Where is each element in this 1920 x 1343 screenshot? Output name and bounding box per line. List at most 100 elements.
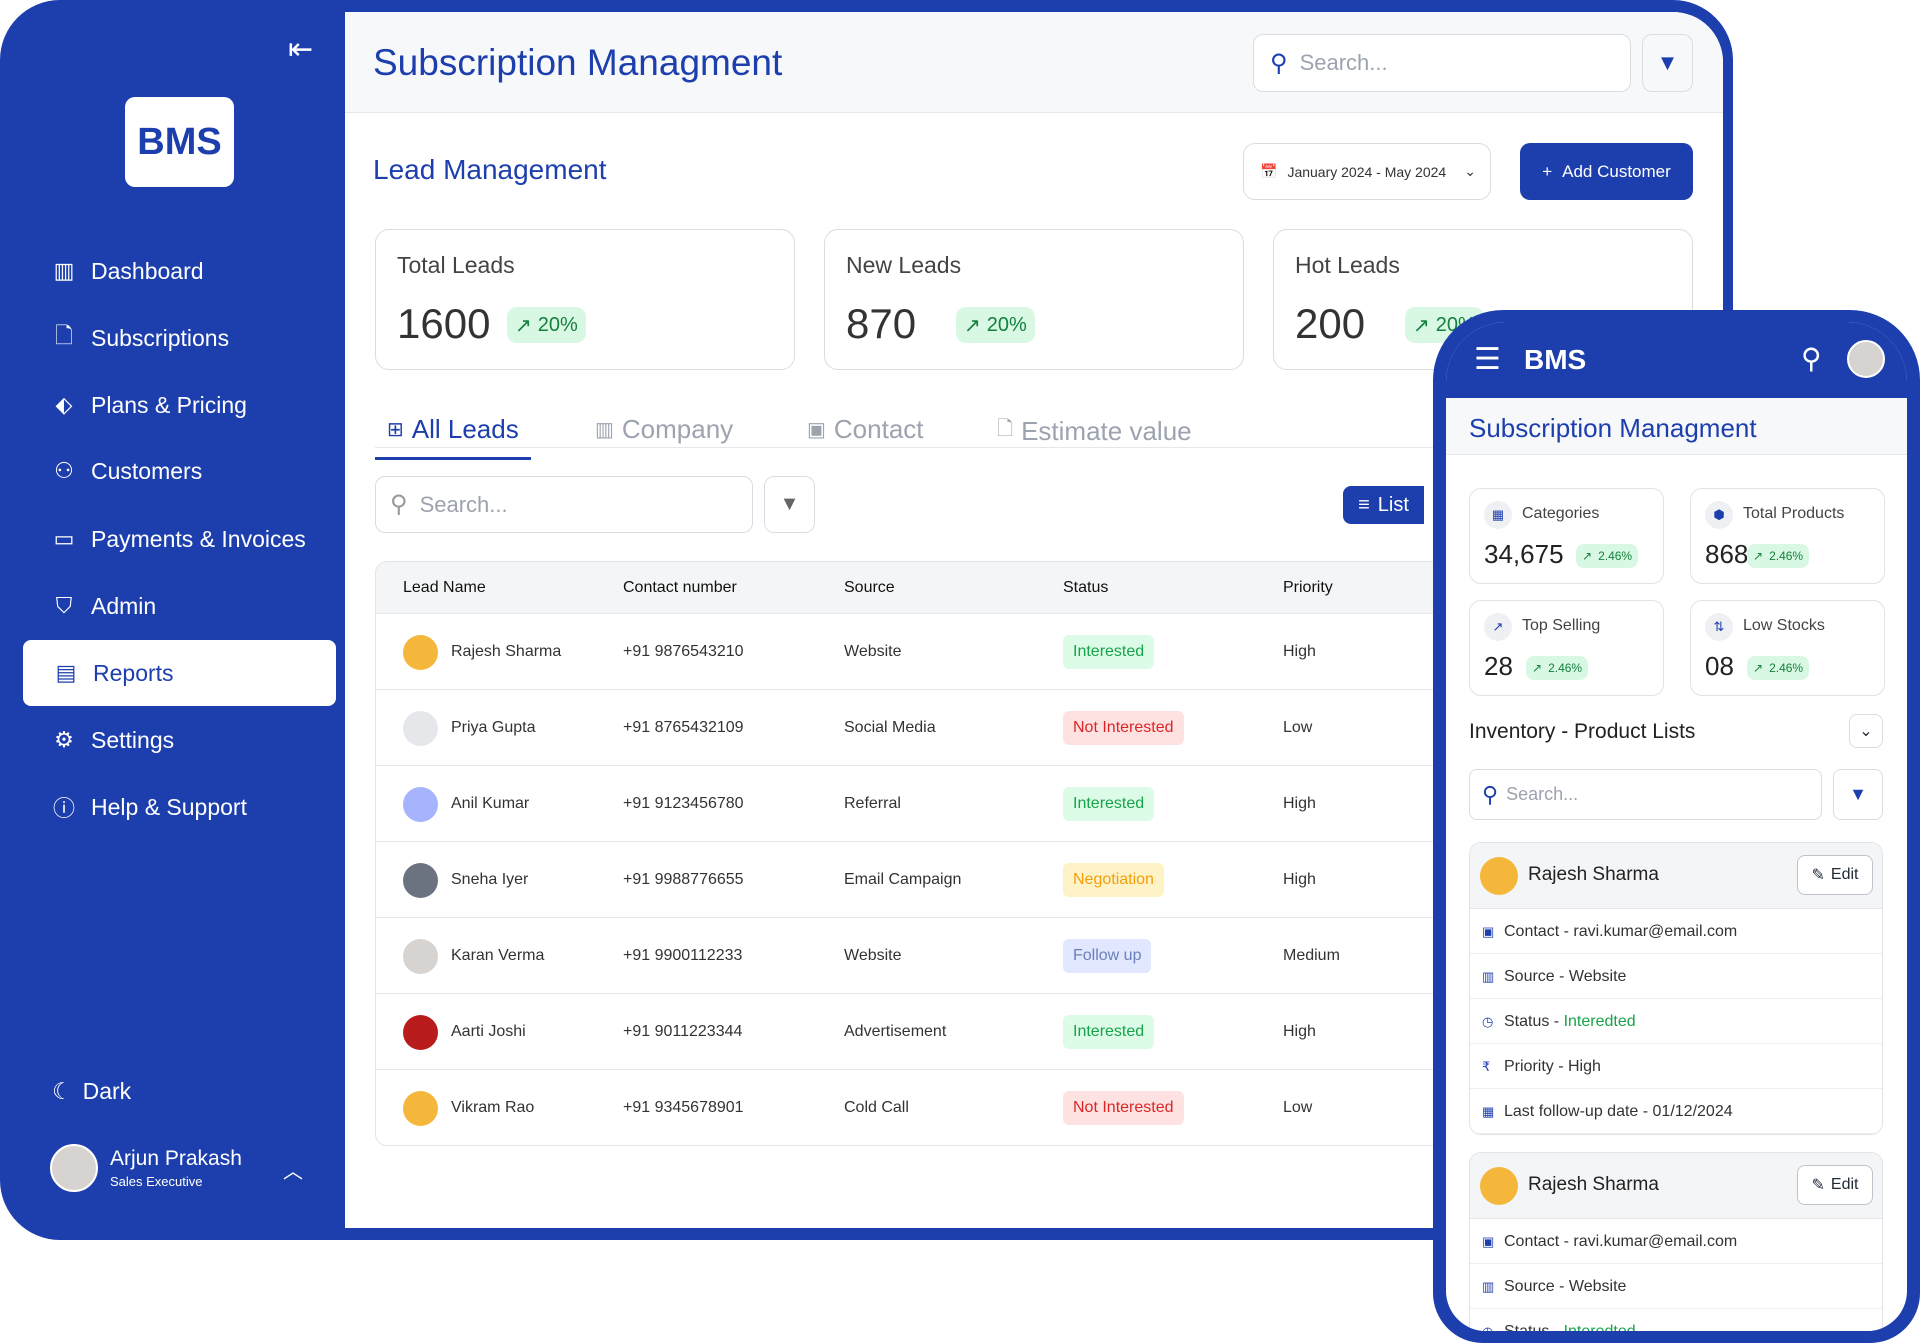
tab-all-leads[interactable]: ⊞ All Leads	[375, 414, 531, 460]
status-badge: Not Interested	[1063, 711, 1184, 745]
stat-label: New Leads	[846, 252, 962, 278]
avatar	[403, 787, 438, 822]
lead-card: Rajesh Sharma ✎ Edit ▣ Contact - ravi.kumar@…	[1469, 842, 1883, 1135]
table-row[interactable]: Anil Kumar +91 9123456780 Referral Interest…	[376, 765, 1476, 841]
mobile-filter-button[interactable]: ▼	[1833, 769, 1883, 820]
table-row[interactable]: Karan Verma +91 9900112233 Website Follow u…	[376, 917, 1476, 993]
table-row[interactable]: Vikram Rao +91 9345678901 Cold Call Not Int…	[376, 1069, 1476, 1145]
sidebar-item-dashboard[interactable]: ▥ Dashboard	[23, 238, 336, 304]
table-row[interactable]: Aarti Joshi +91 9011223344 Advertisement In…	[376, 993, 1476, 1069]
table-search-input[interactable]: ⚲ Search...	[375, 476, 753, 533]
column-header: Lead Name	[403, 579, 486, 596]
sidebar-item-reports[interactable]: ▤ Reports	[23, 640, 336, 706]
sidebar-item-plans-pricing[interactable]: ⬖ Plans & Pricing	[23, 372, 336, 438]
priority: Low	[1283, 719, 1313, 736]
avatar	[403, 711, 438, 746]
sidebar-item-settings[interactable]: ⚙ Settings	[23, 707, 336, 773]
sidebar-item-subscriptions[interactable]: 🗋 Subscriptions	[23, 305, 336, 371]
trend-up-icon: ↗	[1753, 661, 1764, 675]
stat-value: 08	[1705, 651, 1734, 681]
column-header: Priority	[1283, 579, 1333, 596]
stat-label: Low Stocks	[1743, 617, 1825, 634]
sidebar-item-customers[interactable]: ⚇ Customers	[23, 438, 336, 504]
stat-change-badge: ↗20%	[507, 307, 586, 343]
search-icon: ⚲	[390, 491, 408, 518]
sidebar-item-help-support[interactable]: ⓘ Help & Support	[23, 774, 336, 840]
search-icon: ⚲	[1482, 781, 1499, 807]
sidebar-item-label: Plans & Pricing	[91, 391, 247, 418]
mobile-stat-card: ⇅ Low Stocks 08 ↗ 2.46%	[1690, 600, 1885, 696]
mobile-frame: ☰ BMS ⚲ Subscription Managment Inventory…	[1433, 310, 1920, 1343]
info-icon: ⓘ	[52, 796, 75, 821]
status-badge: Not Interested	[1063, 1091, 1184, 1125]
list-view-button[interactable]: ≡ List	[1343, 486, 1424, 524]
stat-change-badge: ↗ 2.46%	[1747, 656, 1810, 680]
user-profile[interactable]: Arjun Prakash Sales Executive	[50, 1144, 242, 1192]
table-header	[376, 562, 1484, 613]
search-input[interactable]: ⚲ Search...	[1253, 34, 1631, 92]
avatar	[1480, 857, 1518, 895]
edit-button[interactable]: ✎ Edit	[1797, 1165, 1873, 1205]
settings-icon: ⚙	[54, 727, 74, 752]
edit-icon: ✎	[1811, 867, 1825, 884]
table-row[interactable]: Rajesh Sharma +91 9876543210 Website Intere…	[376, 613, 1476, 689]
sidebar-item-payments-invoices[interactable]: ▭ Payments & Invoices	[23, 506, 336, 572]
avatar	[50, 1144, 98, 1192]
tab-contact[interactable]: ▣ Contact	[807, 414, 924, 444]
lead-card-detail: ▦ Last follow-up date - 01/12/2024	[1470, 1089, 1882, 1134]
lead-card-detail: ◷ Status - Interedted	[1470, 999, 1882, 1044]
logo: BMS	[125, 97, 234, 187]
avatar[interactable]	[1847, 340, 1885, 378]
stat-card: Total Leads 1600 ↗ 20%	[375, 229, 795, 370]
table-row[interactable]: Sneha Iyer +91 9988776655 Email Campaign Ne…	[376, 841, 1476, 917]
inventory-expand-button[interactable]: ⌄	[1849, 714, 1883, 748]
edit-button[interactable]: ✎ Edit	[1797, 855, 1873, 895]
lead-card-detail: ▥ Source - Website	[1470, 1264, 1882, 1309]
mobile-search-input[interactable]: ⚲ Search...	[1469, 769, 1822, 820]
priority: High	[1283, 643, 1316, 660]
stat-value: 200	[1295, 300, 1366, 347]
lead-name: Aarti Joshi	[451, 1023, 526, 1040]
tag-icon: ⬖	[55, 392, 73, 417]
search-icon[interactable]: ⚲	[1801, 343, 1822, 374]
stat-change-badge: ↗ 2.46%	[1576, 544, 1639, 568]
collapse-sidebar-icon[interactable]: ⇤	[288, 33, 314, 66]
contact-number: +91 9345678901	[623, 1099, 744, 1116]
contact-number: +91 9123456780	[623, 795, 744, 812]
stat-value: 868	[1705, 539, 1749, 569]
add-customer-button[interactable]: + Add Customer	[1520, 143, 1693, 200]
priority: High	[1283, 795, 1316, 812]
filter-button[interactable]: ▼	[1642, 34, 1693, 92]
source: Referral	[844, 795, 901, 812]
sidebar-item-admin[interactable]: ⛉ Admin	[23, 573, 336, 639]
priority: Medium	[1283, 947, 1340, 964]
plus-icon: +	[1542, 161, 1553, 181]
grid-icon: ⊞	[387, 419, 404, 441]
source: Website	[844, 947, 902, 964]
table-row[interactable]: Priya Gupta +91 8765432109 Social Media Not…	[376, 689, 1476, 765]
table-filter-button[interactable]: ▼	[764, 476, 815, 533]
page-title: Subscription Managment	[373, 42, 783, 83]
search-placeholder: Search...	[1299, 50, 1388, 75]
date-range-value: January 2024 - May 2024	[1287, 163, 1447, 180]
dark-mode-toggle[interactable]: ☾ Dark	[52, 1078, 131, 1105]
contact-number: +91 9900112233	[623, 947, 743, 964]
tab-company[interactable]: ▥ Company	[595, 414, 734, 444]
hamburger-menu-icon[interactable]: ☰	[1474, 343, 1501, 376]
box-icon: ⬢	[1705, 501, 1733, 529]
clock-icon: ◷	[1482, 1323, 1494, 1332]
date-range-picker[interactable]: 📅 January 2024 - May 2024 ⌄	[1243, 143, 1491, 200]
lead-name: Sneha Iyer	[451, 871, 529, 888]
chevron-up-icon[interactable]: ︿	[283, 1161, 303, 1183]
lead-name: Anil Kumar	[451, 795, 530, 812]
chevron-down-icon: ⌄	[1464, 163, 1476, 179]
column-header: Contact number	[623, 579, 737, 596]
lead-card-header: Rajesh Sharma ✎ Edit	[1470, 843, 1882, 909]
lead-name: Rajesh Sharma	[1528, 864, 1659, 885]
stat-value: 870	[846, 300, 917, 347]
trend-up-icon: ↗	[1413, 314, 1430, 337]
contact-number: +91 9988776655	[623, 871, 744, 888]
list-icon: ≡	[1358, 493, 1370, 516]
tab-estimate-value[interactable]: 🗋 Estimate value	[997, 414, 1192, 448]
sidebar-item-label: Subscriptions	[91, 324, 230, 351]
